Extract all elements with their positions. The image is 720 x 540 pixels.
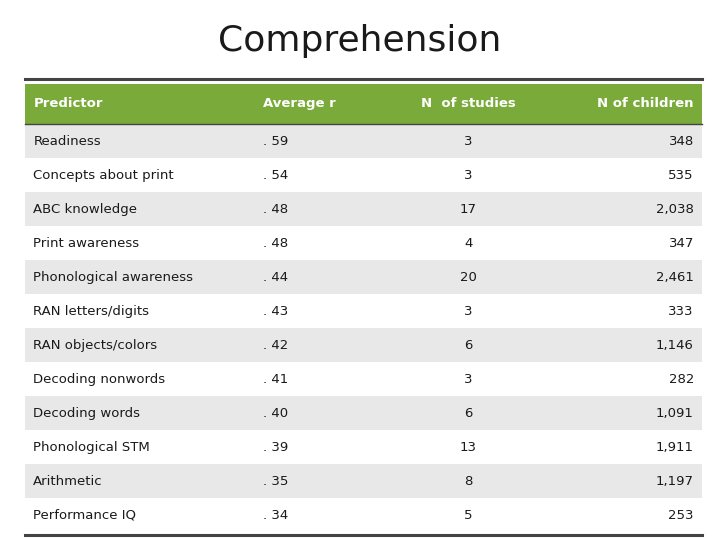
Text: 282: 282	[668, 373, 694, 386]
Text: 1,146: 1,146	[656, 339, 694, 352]
Text: 13: 13	[460, 441, 477, 454]
Text: RAN letters/digits: RAN letters/digits	[33, 305, 149, 318]
Text: . 39: . 39	[264, 441, 289, 454]
Text: 3: 3	[464, 373, 473, 386]
Text: Decoding words: Decoding words	[33, 407, 140, 420]
Text: Performance IQ: Performance IQ	[33, 509, 136, 522]
Text: 3: 3	[464, 168, 473, 182]
Bar	[25, 464, 702, 498]
Text: ABC knowledge: ABC knowledge	[33, 202, 138, 216]
Bar	[25, 396, 702, 430]
Text: . 41: . 41	[264, 373, 289, 386]
Text: . 59: . 59	[264, 134, 289, 148]
Text: . 42: . 42	[264, 339, 289, 352]
Bar	[25, 294, 702, 328]
Text: 6: 6	[464, 407, 473, 420]
Text: 347: 347	[668, 237, 694, 250]
Text: Phonological awareness: Phonological awareness	[33, 271, 194, 284]
Text: Concepts about print: Concepts about print	[33, 168, 174, 182]
Text: Arithmetic: Arithmetic	[33, 475, 103, 488]
Text: 253: 253	[668, 509, 694, 522]
Text: . 34: . 34	[264, 509, 289, 522]
Text: 20: 20	[460, 271, 477, 284]
Text: 333: 333	[668, 305, 694, 318]
Text: 1,911: 1,911	[656, 441, 694, 454]
Text: 3: 3	[464, 305, 473, 318]
Text: Predictor: Predictor	[33, 97, 103, 111]
Text: Average r: Average r	[264, 97, 336, 111]
Text: . 40: . 40	[264, 407, 289, 420]
Bar	[25, 124, 702, 158]
Bar	[25, 192, 702, 226]
Bar	[25, 430, 702, 464]
Text: 8: 8	[464, 475, 473, 488]
Text: 348: 348	[669, 134, 694, 148]
Text: . 35: . 35	[264, 475, 289, 488]
Text: 3: 3	[464, 134, 473, 148]
Text: Decoding nonwords: Decoding nonwords	[33, 373, 166, 386]
Text: 2,461: 2,461	[656, 271, 694, 284]
Text: 6: 6	[464, 339, 473, 352]
Text: . 48: . 48	[264, 237, 289, 250]
Text: . 54: . 54	[264, 168, 289, 182]
Text: 1,197: 1,197	[656, 475, 694, 488]
Text: . 43: . 43	[264, 305, 289, 318]
Text: 1,091: 1,091	[656, 407, 694, 420]
Text: Comprehension: Comprehension	[218, 24, 502, 58]
Bar	[25, 84, 702, 124]
Bar	[25, 260, 702, 294]
Text: Readiness: Readiness	[33, 134, 101, 148]
Text: 4: 4	[464, 237, 473, 250]
Text: . 48: . 48	[264, 202, 289, 216]
Text: RAN objects/colors: RAN objects/colors	[33, 339, 158, 352]
Text: 535: 535	[668, 168, 694, 182]
Bar	[25, 158, 702, 192]
Text: 17: 17	[460, 202, 477, 216]
Text: Print awareness: Print awareness	[33, 237, 140, 250]
Text: . 44: . 44	[264, 271, 289, 284]
Text: N of children: N of children	[598, 97, 694, 111]
Text: 2,038: 2,038	[656, 202, 694, 216]
Bar	[25, 362, 702, 396]
Text: Phonological STM: Phonological STM	[33, 441, 150, 454]
Bar	[25, 226, 702, 260]
Bar	[25, 328, 702, 362]
Text: 5: 5	[464, 509, 473, 522]
Text: N  of studies: N of studies	[421, 97, 516, 111]
Bar	[25, 498, 702, 532]
